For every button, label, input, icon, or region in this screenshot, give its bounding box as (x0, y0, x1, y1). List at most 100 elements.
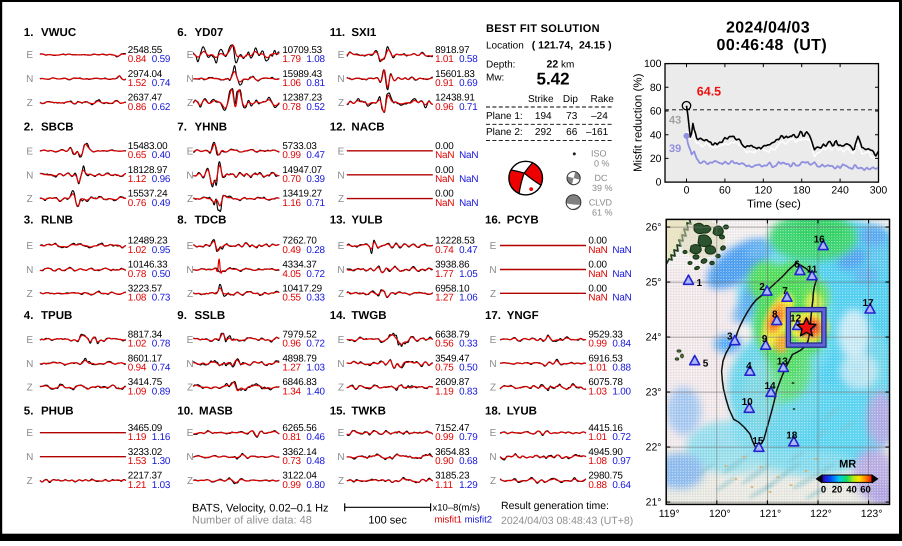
svg-text:0.81: 0.81 (282, 432, 301, 443)
svg-text:E: E (338, 146, 345, 157)
svg-text:66: 66 (566, 127, 578, 138)
svg-text:E: E (26, 241, 33, 252)
svg-text:0.71: 0.71 (306, 198, 325, 209)
svg-text:0.96: 0.96 (152, 174, 171, 185)
svg-text:8817.34: 8817.34 (128, 329, 163, 340)
svg-text:SSLB: SSLB (195, 310, 226, 322)
svg-text:Z: Z (338, 98, 344, 109)
svg-text:1.02: 1.02 (128, 339, 146, 350)
svg-text:13.: 13. (330, 215, 346, 227)
svg-text:Z: Z (187, 194, 193, 205)
svg-text:Z: Z (187, 476, 193, 487)
svg-text:0.96: 0.96 (435, 102, 454, 113)
svg-text:0.33: 0.33 (459, 339, 478, 350)
svg-text:1.01: 1.01 (435, 54, 454, 65)
svg-text:2980.75: 2980.75 (588, 471, 623, 482)
svg-text:0.84: 0.84 (612, 339, 631, 350)
svg-text:21°: 21° (646, 497, 662, 509)
svg-text:6075.78: 6075.78 (588, 377, 623, 388)
svg-text:E: E (338, 50, 345, 61)
svg-text:3223.57: 3223.57 (128, 283, 162, 294)
svg-text:26°: 26° (646, 222, 662, 234)
svg-text:9.: 9. (177, 310, 187, 322)
svg-text:2024/04/03 08:48:43 (UT+8): 2024/04/03 08:48:43 (UT+8) (501, 515, 633, 527)
svg-text:0.97: 0.97 (612, 456, 630, 467)
svg-text:10417.29: 10417.29 (282, 283, 322, 294)
svg-text:1: 1 (697, 278, 703, 289)
svg-text:13: 13 (777, 356, 789, 367)
svg-text:PHUB: PHUB (41, 405, 74, 417)
svg-text:8601.17: 8601.17 (128, 353, 162, 364)
svg-text:73: 73 (566, 111, 578, 122)
svg-text:E: E (26, 50, 33, 61)
svg-text:292: 292 (535, 127, 552, 138)
svg-text:0.88: 0.88 (588, 480, 607, 491)
svg-text:TWKB: TWKB (351, 405, 386, 417)
svg-text:N: N (337, 170, 344, 181)
svg-text:25°: 25° (646, 277, 662, 289)
svg-text:1.30: 1.30 (152, 456, 171, 467)
svg-text:0.96: 0.96 (282, 339, 301, 350)
svg-text:1.52: 1.52 (128, 78, 146, 89)
svg-text:4415.16: 4415.16 (588, 423, 623, 434)
svg-text:0.00: 0.00 (435, 189, 454, 200)
svg-text:NaN: NaN (612, 269, 631, 280)
svg-text:43: 43 (669, 114, 681, 126)
svg-text:1.03: 1.03 (588, 386, 607, 397)
svg-text:Z: Z (27, 98, 33, 109)
svg-text:1.03: 1.03 (152, 480, 171, 491)
svg-text:5: 5 (703, 359, 709, 370)
svg-text:61 %: 61 % (592, 208, 613, 218)
svg-text:Time (sec): Time (sec) (747, 199, 801, 211)
svg-text:00:46:48 (UT): 00:46:48 (UT) (717, 37, 828, 54)
svg-text:16.: 16. (485, 215, 501, 227)
svg-text:N: N (337, 359, 344, 370)
svg-text:10709.53: 10709.53 (282, 45, 322, 56)
svg-text:0.94: 0.94 (128, 363, 147, 374)
svg-text:7.: 7. (177, 122, 187, 134)
svg-text:15989.43: 15989.43 (282, 69, 322, 80)
svg-text:6: 6 (794, 260, 800, 271)
svg-text:0.72: 0.72 (612, 432, 630, 443)
svg-text:8.: 8. (177, 215, 187, 227)
svg-text:0.52: 0.52 (306, 102, 324, 113)
svg-text:0.99: 0.99 (435, 432, 454, 443)
svg-text:18.: 18. (485, 405, 501, 417)
svg-text:Z: Z (187, 383, 193, 394)
svg-text:RLNB: RLNB (41, 215, 73, 227)
svg-text:60: 60 (719, 185, 731, 197)
svg-text:SXI1: SXI1 (351, 27, 377, 39)
svg-text:0.83: 0.83 (459, 386, 478, 397)
svg-text:12.: 12. (330, 122, 346, 134)
svg-text:1.00: 1.00 (612, 386, 631, 397)
svg-text:180: 180 (793, 185, 811, 197)
svg-text:123°: 123° (861, 508, 883, 520)
svg-text:ISO: ISO (591, 149, 607, 159)
svg-text:0.68: 0.68 (459, 456, 478, 467)
svg-text:1.19: 1.19 (128, 432, 147, 443)
svg-text:7979.52: 7979.52 (282, 329, 316, 340)
svg-text:11: 11 (807, 265, 818, 276)
svg-text:3362.14: 3362.14 (282, 447, 317, 458)
svg-text:1.40: 1.40 (306, 386, 325, 397)
svg-text:0.81: 0.81 (306, 78, 325, 89)
svg-text:3.: 3. (24, 215, 34, 227)
svg-text:2548.55: 2548.55 (128, 45, 163, 56)
svg-text:0.76: 0.76 (128, 198, 147, 209)
svg-text:4.05: 4.05 (282, 269, 301, 280)
svg-text:Result generation time:: Result generation time: (501, 500, 609, 512)
svg-text:6916.53: 6916.53 (588, 353, 623, 364)
svg-text:6638.79: 6638.79 (435, 329, 470, 340)
svg-text:0.72: 0.72 (306, 339, 324, 350)
svg-text:NaN: NaN (459, 174, 478, 185)
svg-text:3233.02: 3233.02 (128, 447, 162, 458)
svg-text:20: 20 (832, 484, 843, 495)
svg-text:Depth:: Depth: (486, 59, 515, 70)
svg-text:N: N (186, 265, 193, 276)
svg-text:NaN: NaN (459, 150, 478, 161)
svg-text:0.28: 0.28 (306, 245, 325, 256)
svg-text:0.00: 0.00 (588, 260, 607, 271)
svg-text:6265.56: 6265.56 (282, 423, 317, 434)
svg-text:1.09: 1.09 (128, 386, 147, 397)
svg-text:N: N (26, 265, 33, 276)
